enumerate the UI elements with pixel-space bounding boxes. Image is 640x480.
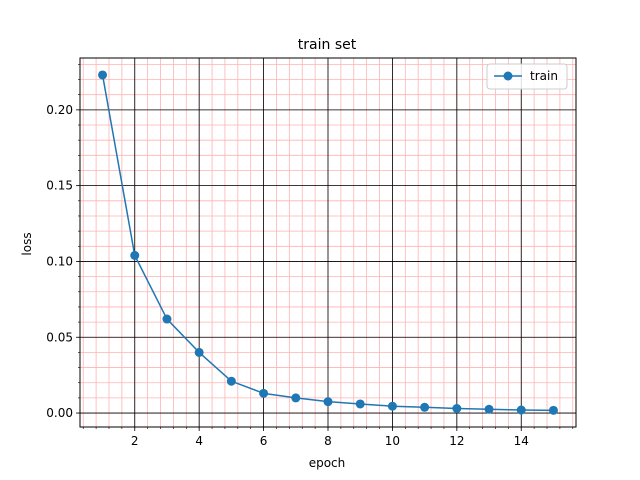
data-point-train (549, 406, 558, 415)
y-tick-label: 0.15 (46, 179, 73, 193)
data-point-train (291, 393, 300, 402)
x-tick-label: 4 (195, 434, 203, 448)
x-tick-label: 8 (324, 434, 332, 448)
data-point-train (130, 251, 139, 260)
data-point-train (420, 403, 429, 412)
y-tick-label: 0.00 (46, 406, 73, 420)
data-point-train (485, 405, 494, 414)
data-point-train (388, 402, 397, 411)
data-point-train (259, 389, 268, 398)
y-axis-label: loss (20, 232, 34, 255)
data-point-train (324, 397, 333, 406)
legend-label-train: train (530, 69, 558, 83)
y-tick-label: 0.10 (46, 254, 73, 268)
data-point-train (162, 315, 171, 324)
legend-marker (504, 72, 513, 81)
x-tick-label: 2 (131, 434, 139, 448)
x-axis-label: epoch (309, 456, 346, 470)
y-tick-label: 0.20 (46, 103, 73, 117)
data-point-train (356, 399, 365, 408)
x-tick-label: 6 (260, 434, 268, 448)
data-point-train (452, 404, 461, 413)
data-point-train (98, 70, 107, 79)
y-tick-label: 0.05 (46, 330, 73, 344)
x-tick-label: 14 (514, 434, 529, 448)
data-point-train (195, 348, 204, 357)
x-tick-label: 12 (449, 434, 464, 448)
legend: train (487, 64, 567, 89)
data-point-train (517, 406, 526, 415)
data-point-train (227, 377, 236, 386)
x-tick-label: 10 (385, 434, 400, 448)
chart-title: train set (298, 37, 357, 53)
